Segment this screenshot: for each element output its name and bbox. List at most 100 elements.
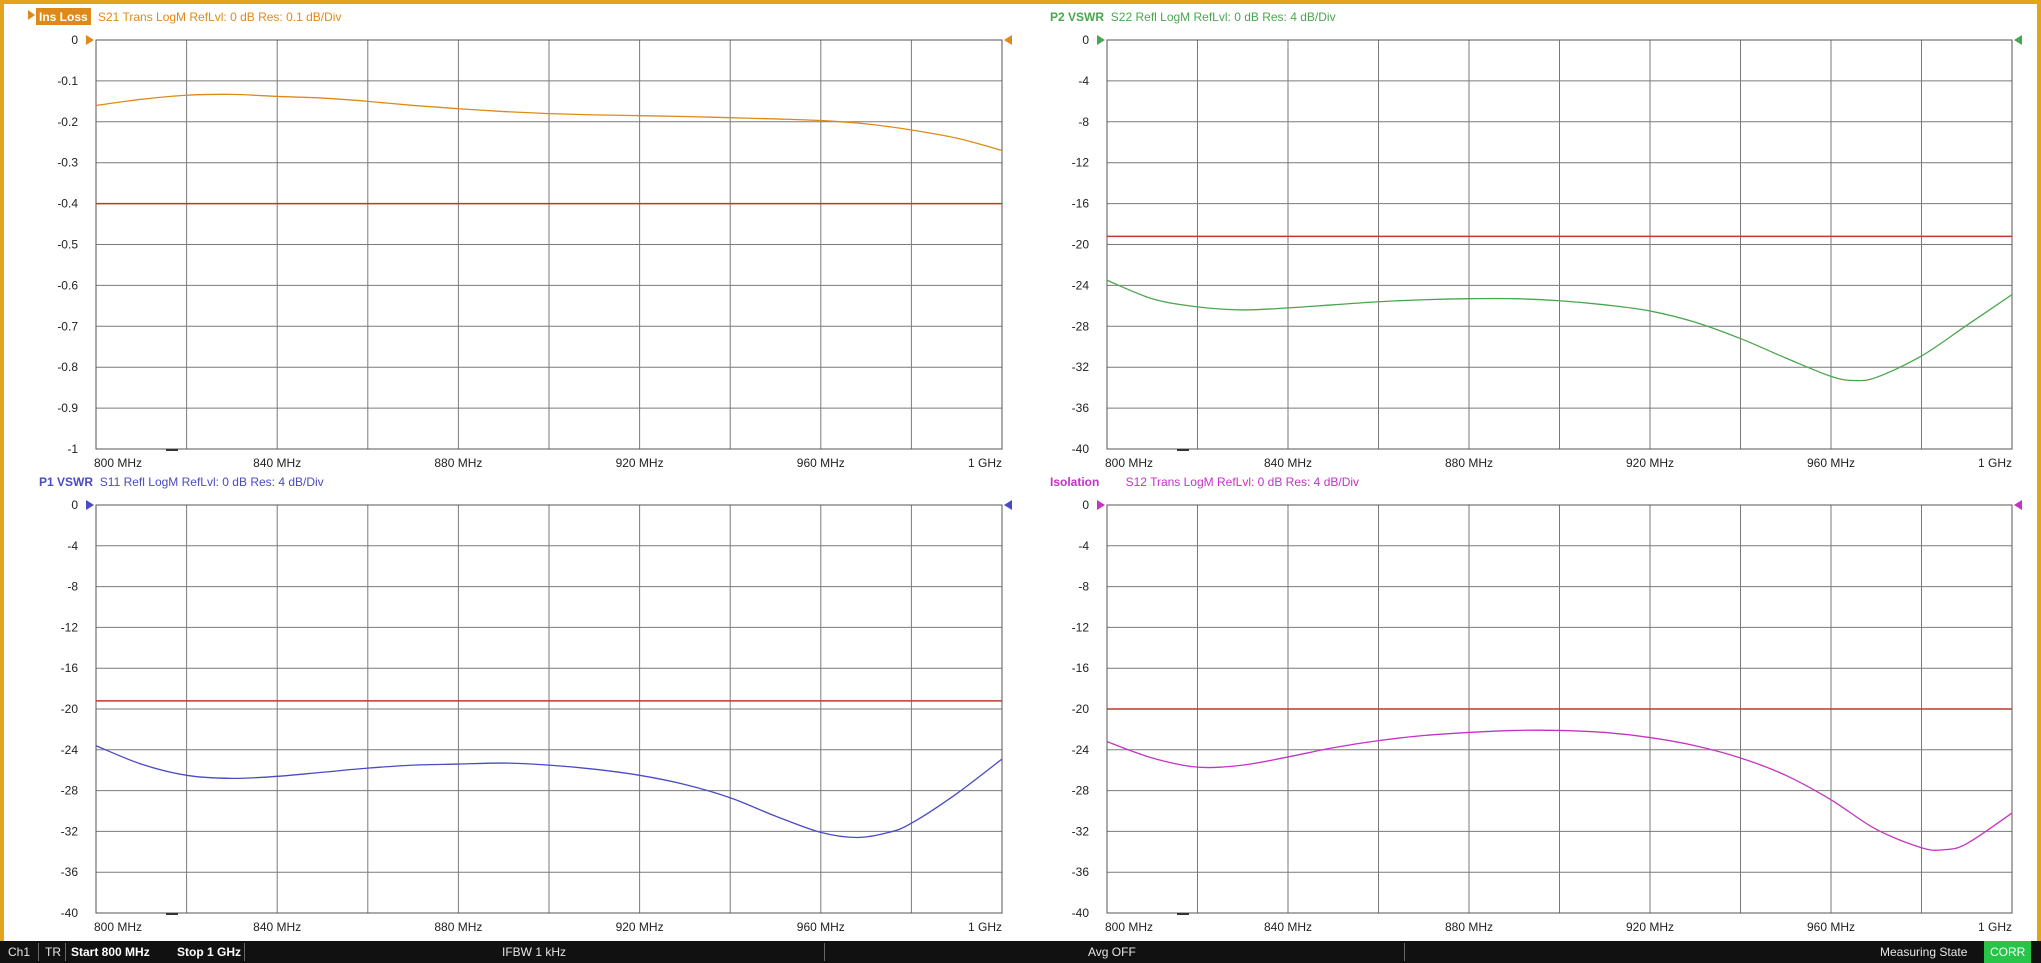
y-tick-label: -0.4 (57, 197, 78, 211)
y-tick-label: -40 (1072, 906, 1090, 920)
y-tick-label: -16 (61, 661, 79, 675)
ref-level-left-icon (86, 35, 94, 45)
y-tick-label: -8 (1078, 580, 1089, 594)
ref-level-left-icon (1097, 35, 1105, 45)
mode-label[interactable]: TR (45, 945, 61, 959)
y-tick-label: -1 (67, 442, 78, 456)
x-tick-label: 800 MHz (94, 920, 142, 934)
y-tick-label: -4 (1078, 539, 1089, 553)
y-tick-label: -0.5 (57, 238, 78, 252)
plot-border (95, 39, 1003, 450)
y-tick-label: -32 (1072, 824, 1090, 838)
x-tick-label: 960 MHz (1807, 456, 1855, 470)
y-tick-label: -40 (1072, 442, 1090, 456)
trace-panel-1: 0 -0.1 -0.2 -0.3 -0.4 -0.5 -0.6 -0.7 -0.8 -0.9 -1 8… (28, 8, 1012, 470)
x-tick-label: 960 MHz (797, 920, 845, 934)
y-tick-label: -4 (1078, 74, 1089, 88)
trace-line (1106, 729, 2013, 851)
y-tick-label: -32 (1072, 360, 1090, 374)
trace-line (95, 93, 1003, 152)
trace-header: S12 Trans LogM RefLvl: 0 dB Res: 4 dB/Di… (1126, 475, 1359, 489)
y-tick-label: -4 (67, 539, 78, 553)
y-tick-label: -32 (61, 824, 79, 838)
y-tick-label: -24 (61, 743, 79, 757)
y-tick-label: -20 (61, 702, 79, 716)
status-bar: Ch1 TR Start 800 MHz Stop 1 GHz IFBW 1 k… (0, 941, 2041, 963)
y-tick-label: -0.1 (57, 74, 78, 88)
status-divider (824, 943, 825, 961)
trace-name: Ins Loss (39, 10, 88, 24)
plot-border (95, 504, 1003, 914)
trace-panel-4: 0 -4 -8 -12 -16 -20 -24 -28 -32 -36 -40 800 MHz 840 … (1050, 475, 2022, 934)
x-tick-label: 800 MHz (94, 456, 142, 470)
y-tick-label: -28 (1072, 319, 1090, 333)
start-frequency[interactable]: Start 800 MHz (71, 945, 150, 959)
trace-name-badge (36, 8, 91, 25)
analyzer-window-frame (0, 0, 2041, 941)
stop-frequency[interactable]: Stop 1 GHz (177, 945, 242, 959)
status-divider (65, 943, 66, 961)
y-tick-label: -12 (1072, 156, 1090, 170)
y-tick-label: 0 (71, 33, 78, 47)
channel-label[interactable]: Ch1 (8, 945, 31, 959)
status-divider (1404, 943, 1405, 961)
y-tick-label: -8 (1078, 115, 1089, 129)
trace-panel-3: 0 -4 -8 -12 -16 -20 -24 -28 -32 -36 -40 800 MHz 840 … (39, 475, 1012, 934)
trace-panel-2: 0 -4 -8 -12 -16 -20 -24 -28 -32 -36 -40 800 MHz 840 … (1050, 10, 2022, 470)
y-tick-label: -0.7 (57, 319, 78, 333)
x-tick-label: 800 MHz (1105, 456, 1153, 470)
x-tick-label: 920 MHz (616, 456, 664, 470)
y-tick-label: -16 (1072, 661, 1090, 675)
chart-area: 0 -0.1 -0.2 -0.3 -0.4 -0.5 -0.6 -0.7 -0.8 -0.9 -1 8… (28, 8, 2022, 934)
status-divider (244, 943, 245, 961)
x-tick-label: 1 GHz (968, 456, 1002, 470)
y-tick-label: 0 (1082, 33, 1089, 47)
x-tick-label: 880 MHz (434, 920, 482, 934)
x-tick-label: 880 MHz (1445, 456, 1493, 470)
y-tick-label: 0 (1082, 498, 1089, 512)
y-tick-label: -40 (61, 906, 79, 920)
y-tick-label: -28 (1072, 784, 1090, 798)
ref-level-right-icon (2014, 500, 2022, 510)
x-tick-label: 840 MHz (1264, 456, 1312, 470)
y-tick-label: -24 (1072, 743, 1090, 757)
x-tick-label: 800 MHz (1105, 920, 1153, 934)
x-tick-label: 1 GHz (1978, 920, 2012, 934)
x-tick-label: 920 MHz (1626, 456, 1674, 470)
trace-header: S11 Refl LogM RefLvl: 0 dB Res: 4 dB/Div (100, 475, 324, 489)
x-tick-label: 1 GHz (968, 920, 1002, 934)
trace-header: S21 Trans LogM RefLvl: 0 dB Res: 0.1 dB/… (98, 10, 341, 24)
ref-level-left-icon (86, 500, 94, 510)
y-tick-label: -36 (61, 865, 79, 879)
y-tick-label: -24 (1072, 278, 1090, 292)
trace-line (1106, 279, 2013, 382)
measuring-state-label: Measuring State (1880, 945, 1968, 959)
x-tick-label: 920 MHz (1626, 920, 1674, 934)
x-tick-label: 880 MHz (434, 456, 482, 470)
corr-badge[interactable]: CORR (1984, 941, 2032, 963)
y-tick-label: -0.8 (57, 360, 78, 374)
ref-level-right-icon (1004, 500, 1012, 510)
x-tick-label: 960 MHz (797, 456, 845, 470)
y-tick-label: -0.3 (57, 156, 78, 170)
y-tick-label: -0.6 (57, 278, 78, 292)
ref-level-right-icon (2014, 35, 2022, 45)
trace-name: Isolation (1050, 475, 1099, 489)
y-tick-label: 0 (71, 498, 78, 512)
y-tick-label: -16 (1072, 197, 1090, 211)
y-tick-label: -36 (1072, 865, 1090, 879)
avg-label[interactable]: Avg OFF (1088, 945, 1136, 959)
y-tick-label: -12 (1072, 620, 1090, 634)
y-tick-label: -0.2 (57, 115, 78, 129)
ifbw-label[interactable]: IFBW 1 kHz (502, 945, 567, 959)
y-tick-label: -28 (61, 784, 79, 798)
plot-border (1106, 39, 2013, 450)
x-tick-label: 920 MHz (616, 920, 664, 934)
trace-line (95, 745, 1003, 839)
trace-header: S22 Refl LogM RefLvl: 0 dB Res: 4 dB/Div (1111, 10, 1336, 24)
y-tick-label: -20 (1072, 702, 1090, 716)
trace-name: P2 VSWR (1050, 10, 1104, 24)
x-tick-label: 840 MHz (1264, 920, 1312, 934)
ref-level-left-icon (1097, 500, 1105, 510)
triangle-right-icon (28, 10, 35, 20)
